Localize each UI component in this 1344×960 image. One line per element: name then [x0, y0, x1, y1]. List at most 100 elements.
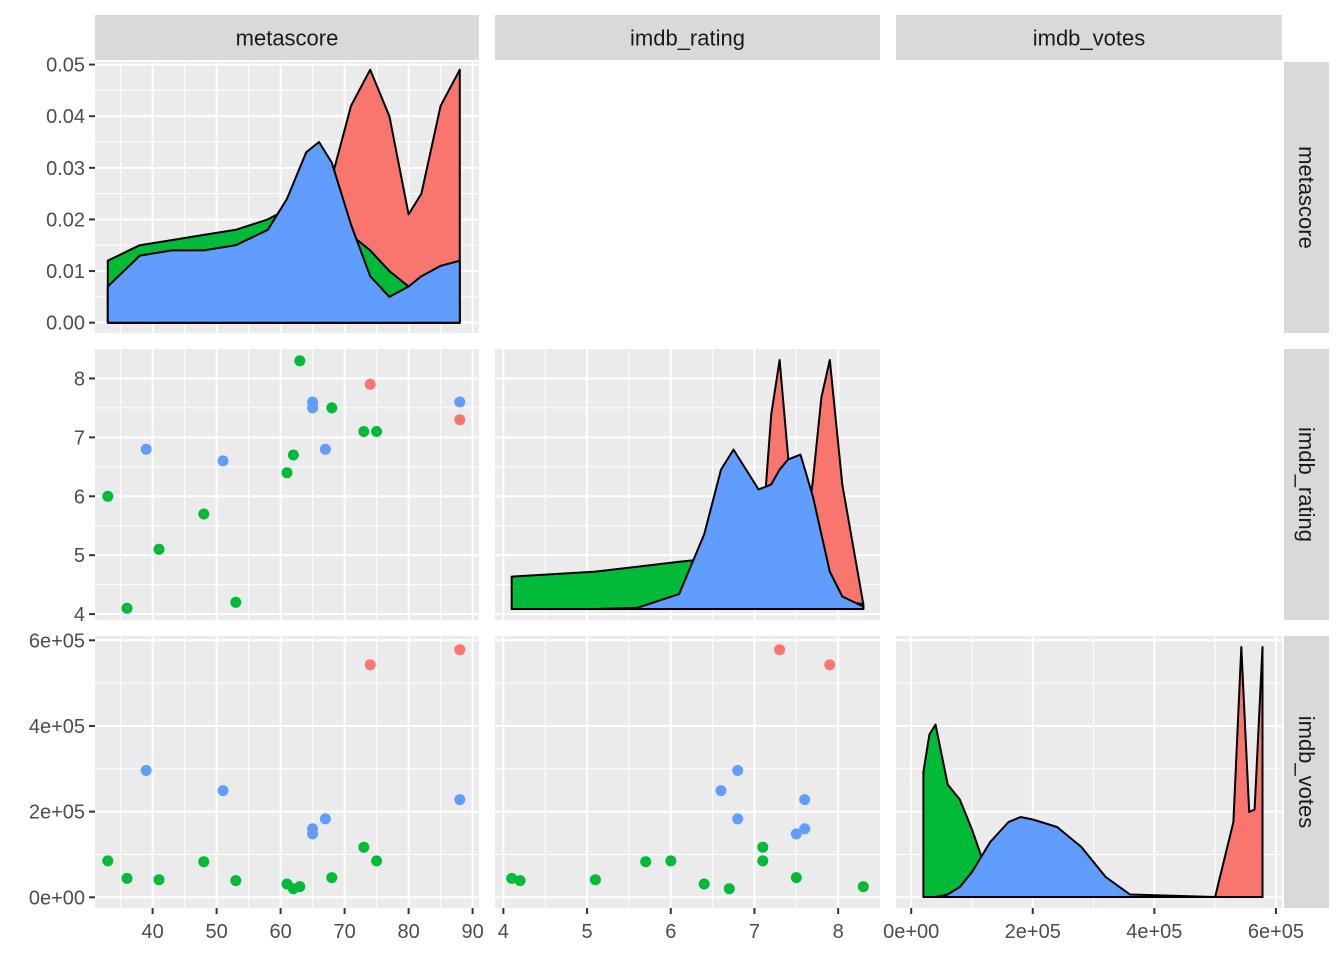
scatter-point [217, 455, 229, 467]
strip-label-top-metascore: metascore [236, 26, 339, 51]
density-area-group-2 [922, 816, 1264, 898]
y-tick-label: 0.03 [46, 158, 85, 180]
x-tick-label: 6e+05 [1248, 921, 1304, 943]
scatter-point [715, 785, 727, 797]
panel-imdb_rating-vs-imdb_rating [495, 349, 880, 620]
strip-label-right-metascore: metascore [1294, 146, 1319, 249]
y-tick-label: 0.05 [46, 55, 85, 77]
x-tick-label: 7 [749, 921, 760, 943]
x-tick-label: 60 [269, 921, 291, 943]
y-tick-label: 0.04 [46, 106, 85, 128]
y-tick-label: 0.01 [46, 261, 85, 283]
y-tick-label: 5 [74, 545, 85, 567]
scatter-point [358, 841, 370, 853]
y-tick-label: 4 [74, 604, 85, 626]
y-tick-label: 2e+05 [29, 802, 85, 824]
axes-layer: 0.00 0.01 0.02 0.03 0.04 0.05 4 5 6 7 8 0e+00 2e+05 4… [29, 55, 1304, 943]
y-tick-label: 7 [74, 427, 85, 449]
scatter-point [757, 855, 769, 867]
scatter-point [294, 881, 306, 893]
scatter-point [364, 659, 376, 671]
scatter-point [140, 443, 152, 455]
strip-label-right-imdb_votes: imdb_votes [1294, 716, 1319, 829]
panel-metascore-vs-metascore [95, 62, 479, 333]
scatter-point [319, 813, 331, 825]
scatter-point [799, 823, 811, 835]
strip-right-imdb_votes [1284, 636, 1329, 908]
y-tick-label: 0.02 [46, 209, 85, 231]
scatter-point [665, 855, 677, 867]
x-tick-label: 6 [665, 921, 676, 943]
scatter-point [230, 596, 242, 608]
strip-label-top-imdb_rating: imdb_rating [630, 26, 745, 51]
panel-background [495, 636, 880, 908]
y-tick-label: 6e+05 [29, 630, 85, 652]
x-tick-label: 0e+00 [883, 921, 939, 943]
scatter-point [790, 828, 802, 840]
scatter-point [153, 543, 165, 555]
scatter-point [281, 467, 293, 479]
strip-label-right-imdb_rating: imdb_rating [1294, 427, 1319, 542]
scatter-point [640, 856, 652, 868]
scatter-point [732, 765, 744, 776]
scatter-point [307, 828, 319, 840]
scatter-point [454, 396, 466, 408]
x-tick-label: 4e+05 [1126, 921, 1182, 943]
scatter-point [757, 841, 769, 853]
scatter-point [358, 426, 370, 437]
scatter-point [326, 402, 338, 414]
x-tick-label: 4 [498, 921, 509, 943]
x-tick-label: 80 [397, 921, 419, 943]
panel-imdb_votes-vs-imdb_rating [495, 636, 880, 908]
scatter-point [230, 875, 242, 887]
strip-top-metascore [95, 15, 479, 60]
scatter-point [824, 659, 836, 671]
strip-top-imdb_votes [896, 15, 1282, 60]
scatter-point [371, 855, 383, 867]
scatter-point [153, 874, 165, 886]
scatter-point [287, 449, 299, 461]
scatter-point [732, 813, 744, 825]
scatter-point [140, 765, 152, 776]
strip-right-imdb_rating [1284, 349, 1329, 620]
scatter-point [319, 443, 331, 455]
panel-imdb_rating-vs-metascore [95, 349, 479, 620]
scatter-point [364, 378, 376, 390]
x-tick-label: 90 [461, 921, 483, 943]
scatter-point [198, 856, 210, 868]
panel-background [95, 349, 479, 620]
scatter-point [514, 875, 526, 887]
strip-label-top-imdb_votes: imdb_votes [1033, 26, 1146, 51]
density-area-group-2 [510, 448, 865, 610]
scatter-point [121, 602, 133, 614]
panel-background [95, 636, 479, 908]
scatter-point [102, 855, 114, 867]
y-tick-label: 4e+05 [29, 716, 85, 738]
panels-layer [95, 62, 1282, 908]
scatter-point [857, 881, 869, 893]
scatter-point [454, 794, 466, 806]
scatter-point [774, 644, 786, 656]
y-tick-label: 0e+00 [29, 887, 85, 909]
x-tick-label: 40 [141, 921, 163, 943]
x-tick-label: 70 [333, 921, 355, 943]
strip-right-metascore [1284, 62, 1329, 333]
x-tick-label: 50 [205, 921, 227, 943]
scatter-point [723, 883, 735, 895]
scatter-point [326, 872, 338, 884]
y-tick-label: 0.00 [46, 313, 85, 335]
panel-imdb_votes-vs-metascore [95, 636, 479, 908]
scatter-point [698, 878, 710, 890]
x-tick-label: 2e+05 [1005, 921, 1061, 943]
scatter-point [307, 402, 319, 414]
y-tick-label: 6 [74, 486, 85, 508]
scatter-point [454, 644, 466, 656]
scatter-point [294, 355, 306, 367]
scatter-point [371, 426, 383, 437]
scatter-point [589, 874, 601, 886]
scatter-point [102, 490, 114, 502]
x-tick-label: 8 [833, 921, 844, 943]
density-area-group-2 [106, 141, 461, 324]
panel-imdb_votes-vs-imdb_votes [896, 636, 1282, 908]
scatter-point [506, 872, 518, 884]
